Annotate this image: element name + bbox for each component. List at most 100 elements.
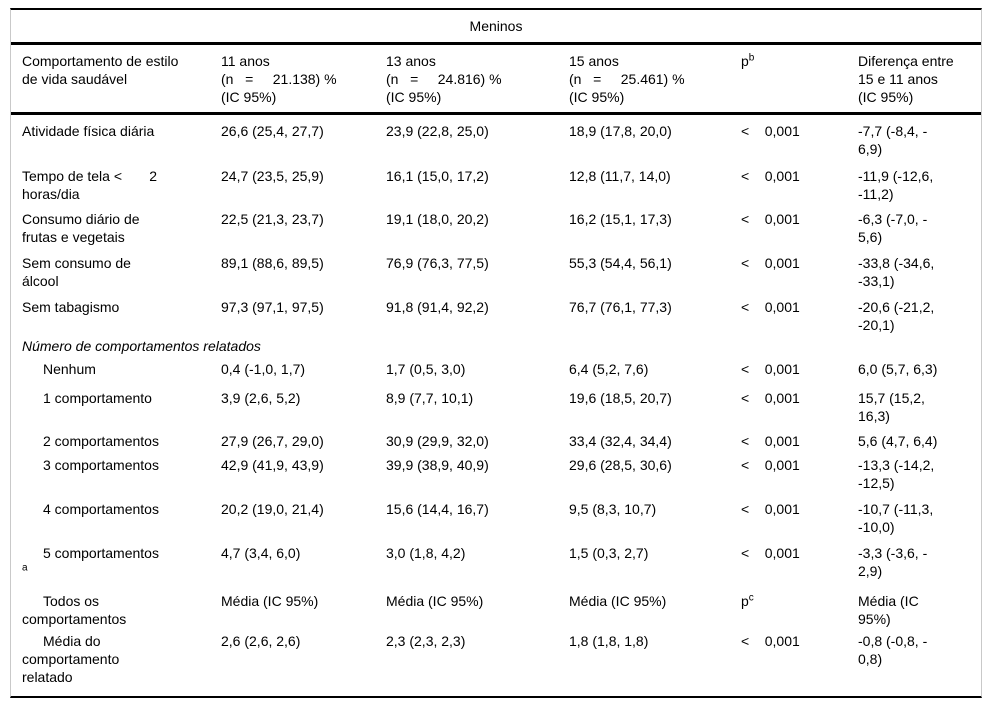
p-value: < 0,001 xyxy=(741,123,800,139)
row-label: Sem tabagismo xyxy=(22,299,120,315)
p-value: pc xyxy=(741,592,754,609)
difference-value: -11,9 (-12,6, -11,2) xyxy=(858,168,934,202)
difference-value: 5,6 (4,7, 6,4) xyxy=(858,433,938,449)
value-11-anos: 42,9 (41,9, 43,9) xyxy=(221,457,324,473)
p-value: < 0,001 xyxy=(741,433,800,449)
p-value: < 0,001 xyxy=(741,255,800,271)
table-row: Nenhum 0,4 (-1,0, 1,7) 1,7 (0,5, 3,0) 6,4 (… xyxy=(11,360,981,389)
value-15-anos: 1,8 (1,8, 1,8) xyxy=(569,633,649,649)
value-15-anos: 12,8 (11,7, 14,0) xyxy=(569,168,671,184)
value-15-anos: 76,7 (76,1, 77,3) xyxy=(569,299,672,315)
row-label: 4 comportamentos xyxy=(43,501,159,517)
p-value: < 0,001 xyxy=(741,457,800,473)
value-13-anos: 19,1 (18,0, 20,2) xyxy=(386,211,489,227)
table-row: Sem consumo de álcool 89,1 (88,6, 89,5) 76… xyxy=(11,254,981,298)
row-label: Média do comportamento relatado xyxy=(22,633,120,685)
value-13-anos: 16,1 (15,0, 17,2) xyxy=(386,168,489,184)
value-13-anos: Média (IC 95%) xyxy=(386,593,484,609)
value-11-anos: 0,4 (-1,0, 1,7) xyxy=(221,361,306,377)
value-11-anos: 26,6 (25,4, 27,7) xyxy=(221,123,324,139)
value-15-anos: 16,2 (15,1, 17,3) xyxy=(569,211,672,227)
section-heading: Número de comportamentos relatados xyxy=(22,338,261,354)
table-row: Sem tabagismo 97,3 (97,1, 97,5) 91,8 (91,4… xyxy=(11,298,981,337)
header-difference: Diferença entre 15 e 11 anos (IC 95%) xyxy=(858,53,954,105)
table-title: Meninos xyxy=(469,18,523,34)
value-13-anos: 2,3 (2,3, 2,3) xyxy=(386,633,466,649)
value-13-anos: 30,9 (29,9, 32,0) xyxy=(386,433,489,449)
value-15-anos: 9,5 (8,3, 10,7) xyxy=(569,501,657,517)
row-label: 5 comportamentos a xyxy=(22,545,159,574)
table-body: Atividade física diária 26,6 (25,4, 27,7)… xyxy=(11,115,981,696)
row-label: 1 comportamento xyxy=(43,390,152,406)
difference-value: -13,3 (-14,2, -12,5) xyxy=(858,457,935,491)
header-behavior: Comportamento de estilo de vida saudável xyxy=(22,53,179,87)
table-row: Tempo de tela < 2 horas/dia 24,7 (23,5, 2… xyxy=(11,167,981,210)
value-15-anos: Média (IC 95%) xyxy=(569,593,667,609)
value-13-anos: 23,9 (22,8, 25,0) xyxy=(386,123,489,139)
value-11-anos: 22,5 (21,3, 23,7) xyxy=(221,211,324,227)
section-row: Número de comportamentos relatados xyxy=(11,337,981,360)
p-value: < 0,001 xyxy=(741,545,800,561)
value-11-anos: 20,2 (19,0, 21,4) xyxy=(221,501,324,517)
value-15-anos: 33,4 (32,4, 34,4) xyxy=(569,433,672,449)
p-value: < 0,001 xyxy=(741,299,800,315)
value-11-anos: 89,1 (88,6, 89,5) xyxy=(221,255,324,271)
difference-value: -6,3 (-7,0, - 5,6) xyxy=(858,211,928,245)
row-label: 2 comportamentos xyxy=(43,433,159,449)
header-p: pb xyxy=(741,52,755,69)
value-15-anos: 55,3 (54,4, 56,1) xyxy=(569,255,672,271)
superscript-footnote-mark: b xyxy=(748,52,755,64)
table-header-row: Comportamento de estilo de vida saudável… xyxy=(11,45,981,115)
table-row: 1 comportamento 3,9 (2,6, 5,2) 8,9 (7,7, 1… xyxy=(11,389,981,432)
table-row: Atividade física diária 26,6 (25,4, 27,7)… xyxy=(11,122,981,167)
value-11-anos: 4,7 (3,4, 6,0) xyxy=(221,545,301,561)
difference-value: -20,6 (-21,2, -20,1) xyxy=(858,299,935,333)
difference-value: 6,0 (5,7, 6,3) xyxy=(858,361,938,377)
p-value: < 0,001 xyxy=(741,168,800,184)
p-value: < 0,001 xyxy=(741,501,800,517)
header-13-anos: 13 anos (n = 24.816) % (IC 95%) xyxy=(386,53,502,105)
value-11-anos: 2,6 (2,6, 2,6) xyxy=(221,633,301,649)
table-row: Consumo diário de frutas e vegetais 22,5 … xyxy=(11,210,981,254)
table-row: 3 comportamentos 42,9 (41,9, 43,9) 39,9 (3… xyxy=(11,456,981,500)
row-label: Nenhum xyxy=(43,361,96,377)
value-13-anos: 3,0 (1,8, 4,2) xyxy=(386,545,466,561)
difference-value: -3,3 (-3,6, - 2,9) xyxy=(858,545,928,579)
value-15-anos: 18,9 (17,8, 20,0) xyxy=(569,123,672,139)
row-label: Atividade física diária xyxy=(22,123,155,139)
difference-value: -10,7 (-11,3, -10,0) xyxy=(858,501,934,535)
value-11-anos: Média (IC 95%) xyxy=(221,593,319,609)
value-13-anos: 76,9 (76,3, 77,5) xyxy=(386,255,489,271)
value-15-anos: 6,4 (5,2, 7,6) xyxy=(569,361,649,377)
row-label: 3 comportamentos xyxy=(43,457,159,473)
table-row: 5 comportamentos a 4,7 (3,4, 6,0) 3,0 (1,8… xyxy=(11,544,981,592)
p-value: < 0,001 xyxy=(741,361,800,377)
row-label: Sem consumo de álcool xyxy=(22,255,131,289)
p-value: < 0,001 xyxy=(741,390,800,406)
difference-value: Média (IC 95%) xyxy=(858,593,919,627)
table-row: Todos os comportamentos Média (IC 95%) Méd… xyxy=(11,592,981,632)
difference-value: -33,8 (-34,6, -33,1) xyxy=(858,255,935,289)
row-label: Tempo de tela < 2 horas/dia xyxy=(22,168,158,202)
superscript-footnote-mark: a xyxy=(22,562,28,574)
value-11-anos: 3,9 (2,6, 5,2) xyxy=(221,390,301,406)
value-15-anos: 1,5 (0,3, 2,7) xyxy=(569,545,649,561)
difference-value: 15,7 (15,2, 16,3) xyxy=(858,390,925,424)
value-13-anos: 15,6 (14,4, 16,7) xyxy=(386,501,489,517)
table-row: 4 comportamentos 20,2 (19,0, 21,4) 15,6 (1… xyxy=(11,500,981,544)
p-value: < 0,001 xyxy=(741,211,800,227)
value-11-anos: 27,9 (26,7, 29,0) xyxy=(221,433,324,449)
value-15-anos: 19,6 (18,5, 20,7) xyxy=(569,390,672,406)
value-11-anos: 97,3 (97,1, 97,5) xyxy=(221,299,324,315)
difference-value: -7,7 (-8,4, - 6,9) xyxy=(858,123,928,157)
table-title-row: Meninos xyxy=(11,10,981,45)
table-row: Média do comportamento relatado 2,6 (2,6,… xyxy=(11,632,981,691)
header-11-anos: 11 anos (n = 21.138) % (IC 95%) xyxy=(221,53,337,105)
table-row: 2 comportamentos 27,9 (26,7, 29,0) 30,9 (2… xyxy=(11,432,981,456)
results-table-meninos: Meninos Comportamento de estilo de vida … xyxy=(10,8,982,698)
value-11-anos: 24,7 (23,5, 25,9) xyxy=(221,168,324,184)
row-label: Consumo diário de frutas e vegetais xyxy=(22,211,140,245)
value-13-anos: 91,8 (91,4, 92,2) xyxy=(386,299,489,315)
header-15-anos: 15 anos (n = 25.461) % (IC 95%) xyxy=(569,53,685,105)
p-value: < 0,001 xyxy=(741,633,800,649)
